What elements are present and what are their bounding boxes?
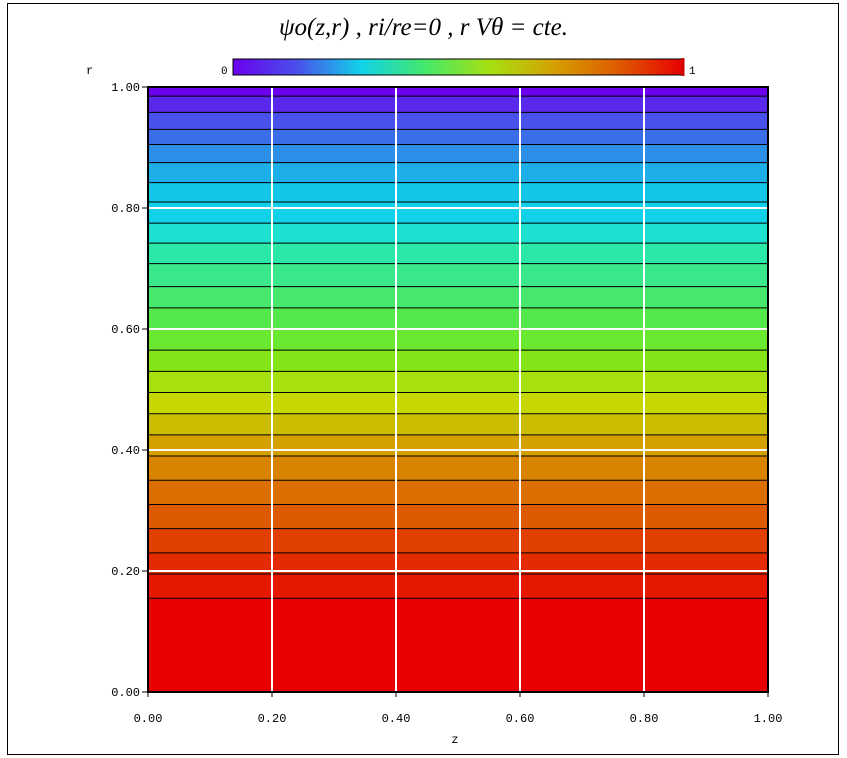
colorbar-min-label: 0 [221, 66, 228, 78]
band-22 [148, 528, 768, 554]
x-tick-label-4: 0.80 [630, 712, 659, 726]
band-18 [148, 434, 768, 457]
band-4 [148, 144, 768, 164]
x-tick-label-2: 0.40 [382, 712, 411, 726]
band-9 [148, 243, 768, 265]
band-3 [148, 129, 768, 146]
band-13 [148, 329, 768, 351]
y-tick-label-3: 0.60 [111, 323, 140, 337]
band-10 [148, 263, 768, 288]
y-axis-label: r [86, 64, 93, 78]
band-2 [148, 112, 768, 130]
chart-title: ψo(z,r) , ri/re=0 , r Vθ = cte. [278, 14, 569, 41]
colorbar-max-label: 1 [689, 66, 696, 78]
x-tick-label-3: 0.60 [506, 712, 535, 726]
band-20 [148, 480, 768, 506]
band-19 [148, 456, 768, 481]
band-15 [148, 371, 768, 394]
band-6 [148, 182, 768, 203]
y-tick-label-5: 1.00 [111, 81, 140, 95]
y-tick-label-2: 0.40 [111, 444, 140, 458]
band-5 [148, 162, 768, 184]
band-16 [148, 392, 768, 415]
y-tick-label-4: 0.80 [111, 202, 140, 216]
band-17 [148, 413, 768, 436]
band-14 [148, 350, 768, 372]
y-tick-label-0: 0.00 [111, 686, 140, 700]
colorbar [232, 58, 684, 76]
band-0 [148, 87, 768, 97]
x-axis-label: z [451, 733, 458, 747]
x-tick-label-5: 1.00 [754, 712, 783, 726]
plot-border [147, 86, 769, 693]
band-23 [148, 552, 768, 575]
band-11 [148, 286, 768, 309]
band-8 [148, 223, 768, 244]
contour-lines [148, 95, 768, 599]
band-21 [148, 504, 768, 530]
y-tick-label-1: 0.20 [111, 565, 140, 579]
band-25 [148, 598, 768, 693]
band-7 [148, 201, 768, 224]
gridlines [148, 87, 768, 692]
heatmap-bands [148, 87, 768, 693]
band-24 [148, 574, 768, 599]
band-12 [148, 307, 768, 330]
band-1 [148, 96, 768, 114]
x-tick-label-1: 0.20 [258, 712, 287, 726]
x-tick-label-0: 0.00 [134, 712, 163, 726]
axis-ticks: 0.00 0.20 0.40 0.60 0.80 1.00 0.00 0.20 0.40 0.60… [111, 81, 782, 726]
